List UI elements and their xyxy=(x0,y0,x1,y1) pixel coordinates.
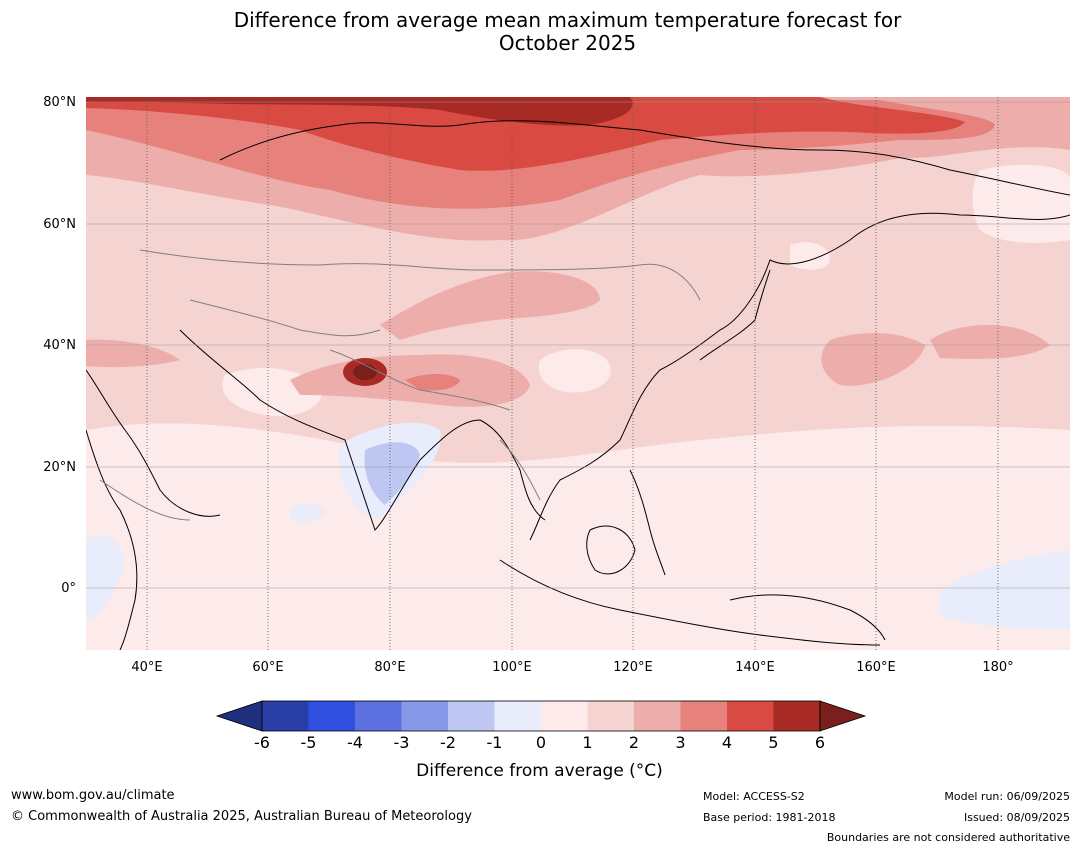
title-line-1: Difference from average mean maximum tem… xyxy=(233,8,902,32)
anomaly-zone-2-3-pacific-east xyxy=(930,324,1050,359)
footer-copyright: © Commonwealth of Australia 2025, Austra… xyxy=(11,809,472,824)
colorbar-tick-label: -2 xyxy=(440,733,456,752)
lon-gridlines xyxy=(146,97,999,650)
border-russia-south xyxy=(139,249,701,301)
anomaly-zone-neg1-0-pacific xyxy=(940,550,1070,630)
anomaly-zone-3-4-tibet xyxy=(405,374,460,391)
colorbar-segment xyxy=(448,701,495,731)
border-himalaya xyxy=(329,349,511,411)
colorbar-tick-label: -4 xyxy=(347,733,363,752)
colorbar-extend-low xyxy=(215,700,263,732)
x-tick-160e: 160°E xyxy=(856,660,896,675)
anomaly-zone-0-1-south xyxy=(86,423,1070,650)
anomaly-zone-5-6-north xyxy=(86,97,633,126)
coastline-africa xyxy=(86,429,138,650)
colorbar-tick-label: -6 xyxy=(254,733,270,752)
anomaly-zone-4-5-north xyxy=(86,97,965,171)
colorbar-tick-label: 2 xyxy=(628,733,640,752)
colorbar-tick-label: -5 xyxy=(300,733,317,752)
colorbar-tick-label: 6 xyxy=(814,733,826,752)
border-africa xyxy=(99,479,191,521)
coastline-south-asia xyxy=(179,329,546,531)
x-tick-120e: 120°E xyxy=(613,660,653,675)
colorbar-segment xyxy=(587,701,634,731)
colorbar-tick-label: 0 xyxy=(535,733,547,752)
colorbar-extend-high xyxy=(819,700,867,732)
coastline-philippines xyxy=(629,469,666,576)
y-tick-20n: 20°N xyxy=(43,460,76,475)
footer-model-run: Model run: 06/09/2025 xyxy=(944,790,1070,803)
anomaly-zone-neg1-0-africa xyxy=(86,535,125,620)
x-tick-180: 180° xyxy=(982,660,1014,675)
border-central-asia xyxy=(189,299,381,337)
colorbar-segment xyxy=(262,701,309,731)
colorbar-tick-label: 4 xyxy=(721,733,733,752)
colorbar-frame xyxy=(261,700,821,732)
chart-title: Difference from average mean maximum tem… xyxy=(0,9,1081,55)
footer-url[interactable]: www.bom.gov.au/climate xyxy=(11,788,175,803)
colorbar-label: Difference from average (°C) xyxy=(416,761,663,781)
country-borders xyxy=(99,249,701,521)
colorbar-segment xyxy=(541,701,588,731)
coastline-pacific-asia xyxy=(529,212,1070,541)
map-fill-layer xyxy=(86,97,1070,650)
anomaly-zone-2-3-central-asia xyxy=(380,271,600,340)
coastline-arabia xyxy=(86,369,221,517)
anomaly-zone-neg1-0-arabian-sea xyxy=(290,503,325,523)
colorbar-segment xyxy=(494,701,541,731)
anomaly-zone-2-3-west xyxy=(86,339,180,368)
border-southeast-asia xyxy=(499,439,541,501)
footer-disclaimer: Boundaries are not considered authoritat… xyxy=(826,831,1070,844)
coastline-arctic xyxy=(219,120,1070,196)
y-tick-0: 0° xyxy=(61,581,76,596)
footer-model: Model: ACCESS-S2 xyxy=(703,790,805,803)
lat-gridlines xyxy=(86,101,1070,589)
colorbar-segment xyxy=(401,701,448,731)
x-tick-60e: 60°E xyxy=(252,660,284,675)
colorbar-tick-label: 1 xyxy=(582,733,593,752)
colorbar-segment xyxy=(773,701,820,731)
coastline-japan xyxy=(699,269,771,361)
footer-base-period: Base period: 1981-2018 xyxy=(703,811,836,824)
colorbar-segment xyxy=(308,701,355,731)
colorbar-tick-label: 3 xyxy=(675,733,686,752)
footer-issued: Issued: 08/09/2025 xyxy=(963,811,1070,824)
anomaly-zone-0-1-china xyxy=(538,349,611,393)
colorbar-tick-label: -3 xyxy=(393,733,410,752)
title-line-2: October 2025 xyxy=(498,31,637,55)
coastline-new-guinea xyxy=(729,594,886,641)
y-tick-40n: 40°N xyxy=(43,338,76,353)
y-tick-80n: 80°N xyxy=(43,95,76,110)
x-tick-40e: 40°E xyxy=(131,660,163,675)
colorbar-segment xyxy=(355,701,402,731)
x-tick-80e: 80°E xyxy=(374,660,406,675)
colorbar-segment xyxy=(680,701,727,731)
anomaly-zone-neg2-neg1-india xyxy=(364,442,420,505)
anomaly-zone-0-1-east xyxy=(972,164,1070,243)
coastline-borneo xyxy=(586,525,636,575)
x-tick-140e: 140°E xyxy=(735,660,775,675)
colorbar-tick-label: 5 xyxy=(768,733,779,752)
colorbar-segment xyxy=(634,701,681,731)
anomaly-zone-2-3-pacific xyxy=(821,333,925,386)
colorbar-segment xyxy=(727,701,774,731)
y-tick-60n: 60°N xyxy=(43,217,76,232)
x-tick-100e: 100°E xyxy=(492,660,532,675)
colorbar-tick-label: -1 xyxy=(486,733,503,752)
